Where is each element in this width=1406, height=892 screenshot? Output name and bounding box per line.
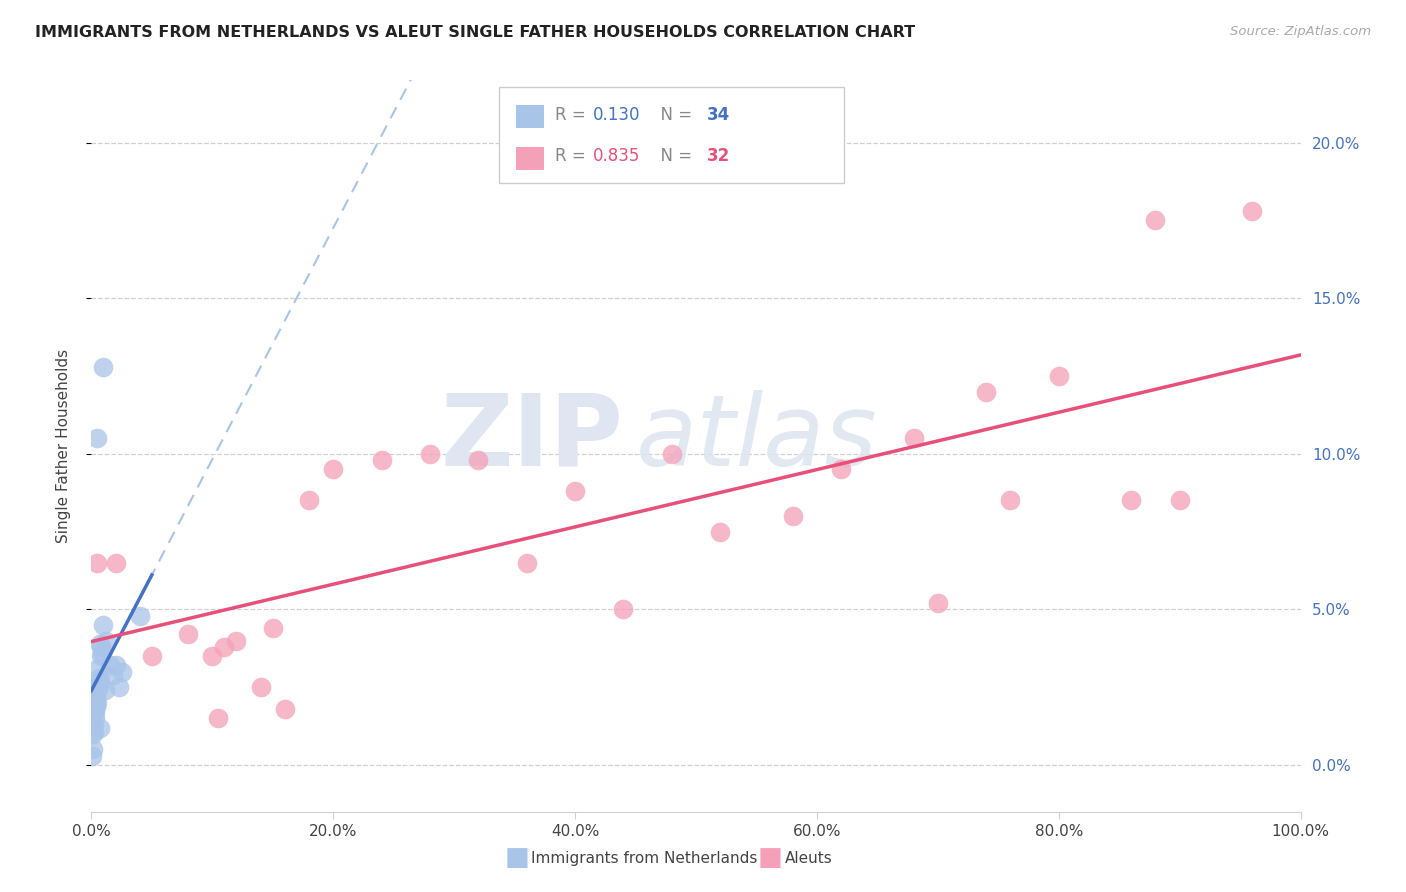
Point	[98, 658, 121, 673]
Point	[225, 633, 247, 648]
Point	[87, 671, 110, 685]
Text: IMMIGRANTS FROM NETHERLANDS VS ALEUT SINGLE FATHER HOUSEHOLDS CORRELATION CHART: IMMIGRANTS FROM NETHERLANDS VS ALEUT SIN…	[35, 25, 915, 40]
Point	[82, 727, 104, 741]
Point	[90, 649, 112, 664]
Point	[207, 711, 229, 725]
Point	[1168, 493, 1191, 508]
Point	[927, 596, 949, 610]
Text: Immigrants from Netherlands: Immigrants from Netherlands	[531, 851, 758, 865]
Point	[214, 640, 236, 654]
Text: 0.835: 0.835	[593, 147, 641, 165]
Point	[83, 717, 105, 731]
Point	[249, 680, 271, 694]
Point	[419, 447, 441, 461]
Point	[84, 702, 107, 716]
Point	[128, 608, 150, 623]
Point	[86, 556, 108, 570]
Text: ■: ■	[505, 845, 530, 871]
Point	[89, 637, 111, 651]
Point	[370, 453, 392, 467]
Text: R =: R =	[555, 106, 592, 124]
Point	[86, 661, 108, 675]
Point	[111, 665, 132, 679]
Text: atlas: atlas	[636, 390, 877, 487]
Point	[91, 646, 114, 660]
Text: N =: N =	[650, 106, 697, 124]
Point	[84, 692, 107, 706]
Point	[141, 649, 163, 664]
Text: Source: ZipAtlas.com: Source: ZipAtlas.com	[1230, 25, 1371, 38]
Point	[201, 649, 224, 664]
Text: Aleuts: Aleuts	[785, 851, 832, 865]
Text: 0.130: 0.130	[593, 106, 641, 124]
Point	[80, 748, 103, 763]
Point	[93, 618, 115, 632]
Point	[467, 453, 489, 467]
Point	[661, 447, 683, 461]
Point	[84, 698, 107, 713]
Point	[709, 524, 731, 539]
Point	[298, 493, 321, 508]
Text: 34: 34	[707, 106, 731, 124]
Point	[90, 640, 112, 654]
Text: R =: R =	[555, 147, 592, 165]
Point	[87, 677, 110, 691]
Point	[612, 602, 634, 616]
Point	[84, 690, 107, 704]
Point	[1000, 493, 1022, 508]
Y-axis label: Single Father Households: Single Father Households	[56, 349, 70, 543]
Text: N =: N =	[650, 147, 697, 165]
Point	[84, 686, 107, 700]
Point	[86, 696, 108, 710]
Point	[94, 633, 117, 648]
Point	[903, 431, 925, 445]
Text: ZIP: ZIP	[440, 390, 623, 487]
Point	[93, 683, 115, 698]
Point	[516, 556, 538, 570]
Point	[1241, 204, 1264, 219]
Point	[274, 702, 297, 716]
Point	[89, 673, 111, 688]
Point	[974, 384, 997, 399]
Point	[782, 509, 804, 524]
Point	[104, 658, 127, 673]
Point	[93, 359, 115, 374]
Text: ■: ■	[758, 845, 783, 871]
Point	[82, 742, 104, 756]
Point	[89, 721, 111, 735]
Point	[262, 621, 284, 635]
Point	[830, 462, 852, 476]
Point	[1144, 213, 1167, 227]
Point	[1121, 493, 1143, 508]
Point	[83, 723, 105, 738]
Point	[84, 705, 107, 719]
Point	[84, 711, 107, 725]
Point	[564, 484, 586, 499]
Point	[104, 556, 127, 570]
Point	[108, 680, 131, 694]
Point	[87, 680, 110, 694]
Point	[101, 667, 124, 681]
Point	[322, 462, 344, 476]
Text: 32: 32	[707, 147, 731, 165]
Point	[86, 431, 108, 445]
Point	[177, 627, 200, 641]
Point	[1047, 368, 1070, 383]
